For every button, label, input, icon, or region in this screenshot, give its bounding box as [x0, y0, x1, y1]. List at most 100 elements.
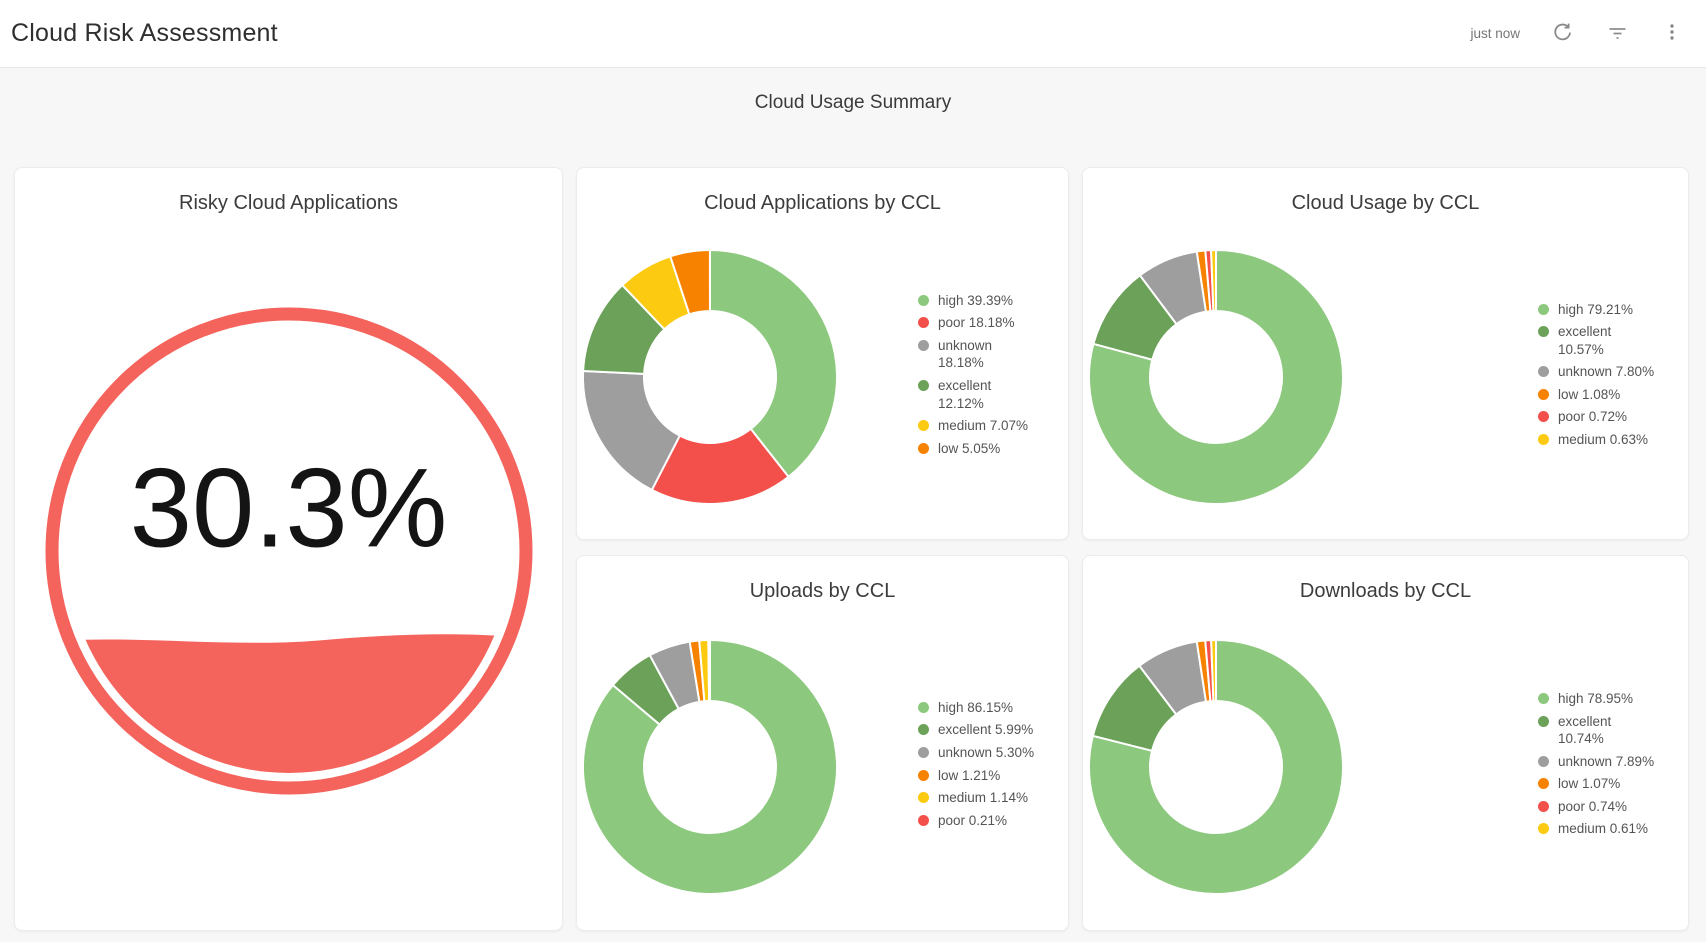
donut-slice-low[interactable]: [669, 249, 711, 316]
legend-item-high[interactable]: high 79.21%: [1538, 301, 1660, 319]
risk-gauge: 30.3%: [39, 301, 539, 801]
legend-label: excellent 10.74%: [1558, 713, 1612, 747]
legend-dot-high: [1538, 693, 1549, 705]
legend-label: high 78.95%: [1558, 691, 1634, 707]
legend-dot-high: [918, 294, 929, 306]
legend-label: poor 0.21%: [938, 812, 1008, 828]
legend-item-medium[interactable]: medium 0.61%: [1538, 820, 1660, 838]
donut-chart-cloud-applications: high 39.39% poor 18.18% unknown 18.18% exce…: [577, 215, 1068, 539]
legend-dot-high: [1538, 303, 1549, 315]
legend-label: unknown 7.80%: [1558, 364, 1655, 380]
gauge-chart: [45, 307, 532, 795]
legend-item-high[interactable]: high 86.15%: [918, 699, 1040, 717]
donut-chart: [582, 249, 838, 505]
legend-item-high[interactable]: high 39.39%: [918, 292, 1040, 310]
gauge-value: 30.3%: [129, 445, 448, 571]
legend-item-excellent[interactable]: excellent 12.12%: [918, 377, 1040, 412]
legend-label: excellent 5.99%: [938, 722, 1034, 738]
gauge-ring: [45, 307, 532, 795]
legend-dot-excellent: [918, 380, 929, 391]
legend-dot-poor: [918, 814, 929, 826]
legend-label: unknown 7.89%: [1558, 753, 1655, 769]
donut-slice-high[interactable]: [582, 638, 838, 895]
card-title: Downloads by CCL: [1299, 580, 1472, 602]
more-menu-button[interactable]: [1660, 20, 1684, 47]
chart-legend: high 86.15% excellent 5.99% unknown 5.30% l…: [918, 699, 1040, 834]
legend-item-medium[interactable]: medium 1.14%: [918, 789, 1040, 807]
legend-item-poor[interactable]: poor 0.72%: [1538, 408, 1660, 426]
donut-slice-high[interactable]: [1088, 249, 1344, 505]
donut-chart: [1088, 638, 1344, 895]
legend-item-medium[interactable]: medium 0.63%: [1538, 431, 1660, 449]
legend-label: low 5.05%: [938, 440, 1001, 456]
legend-label: low 1.07%: [1558, 776, 1621, 792]
legend-label: poor 0.72%: [1558, 409, 1628, 425]
legend-item-poor[interactable]: poor 0.21%: [918, 812, 1040, 830]
legend-item-low[interactable]: low 1.08%: [1538, 386, 1660, 404]
page-title: Cloud Risk Assessment: [11, 19, 278, 47]
card-title: Cloud Applications by CCL: [704, 192, 941, 214]
chart-legend: high 78.95% excellent 10.74% unknown 7.89%…: [1538, 690, 1660, 843]
donut-slice-high[interactable]: [709, 249, 838, 478]
donut-slice-poor[interactable]: [707, 638, 711, 702]
header: Cloud Risk Assessment just now: [0, 0, 1706, 68]
legend-item-excellent[interactable]: excellent 10.74%: [1538, 713, 1660, 748]
legend-dot-low: [918, 769, 929, 781]
legend-item-poor[interactable]: poor 0.74%: [1538, 798, 1660, 816]
legend-dot-excellent: [1538, 326, 1549, 338]
legend-item-poor[interactable]: poor 18.18%: [918, 314, 1040, 332]
legend-item-unknown[interactable]: unknown 7.89%: [1538, 753, 1660, 771]
legend-item-unknown[interactable]: unknown 5.30%: [918, 744, 1040, 762]
legend-item-excellent[interactable]: excellent 10.57%: [1538, 323, 1660, 358]
donut-chart-downloads: high 78.95% excellent 10.74% unknown 7.89%…: [1083, 603, 1688, 930]
legend-item-medium[interactable]: medium 7.07%: [918, 417, 1040, 435]
donut-chart: [582, 638, 838, 895]
legend-dot-medium: [1538, 433, 1549, 445]
donut-slice-high[interactable]: [1088, 638, 1344, 895]
legend-item-unknown[interactable]: unknown 18.18%: [918, 337, 1040, 372]
filter-icon: [1607, 22, 1628, 46]
legend-dot-medium: [918, 792, 929, 804]
last-refreshed-label: just now: [1470, 26, 1520, 41]
card-cloud-usage-by-ccl: Cloud Usage by CCL high 79.21% excellent …: [1082, 167, 1689, 540]
legend-dot-poor: [1538, 411, 1549, 423]
kebab-menu-icon: [1662, 22, 1682, 45]
donut-slice-medium[interactable]: [1210, 249, 1217, 313]
legend-dot-poor: [918, 317, 929, 329]
legend-dot-excellent: [918, 724, 929, 736]
card-title: Risky Cloud Applications: [179, 192, 398, 214]
legend-dot-low: [918, 442, 929, 454]
legend-label: low 1.21%: [938, 767, 1001, 783]
card-risky-cloud-applications: Risky Cloud Applications 30.3%: [14, 167, 563, 931]
refresh-button[interactable]: [1550, 20, 1575, 48]
legend-label: poor 0.74%: [1558, 798, 1628, 814]
legend-item-low[interactable]: low 1.21%: [918, 767, 1040, 785]
legend-item-low[interactable]: low 5.05%: [918, 440, 1040, 458]
card-title: Cloud Usage by CCL: [1291, 192, 1480, 214]
legend-label: excellent 10.57%: [1558, 324, 1612, 357]
legend-dot-excellent: [1538, 715, 1549, 727]
legend-dot-poor: [1538, 800, 1549, 812]
card-downloads-by-ccl: Downloads by CCL high 78.95% excellent 10…: [1082, 555, 1689, 931]
section-title: Cloud Usage Summary: [754, 92, 952, 113]
legend-dot-medium: [918, 420, 929, 432]
legend-item-low[interactable]: low 1.07%: [1538, 775, 1660, 793]
card-uploads-by-ccl: Uploads by CCL high 86.15% excellent 5.99…: [576, 555, 1069, 931]
legend-label: medium 7.07%: [938, 418, 1029, 434]
filter-button[interactable]: [1605, 20, 1630, 48]
legend-label: high 86.15%: [938, 699, 1014, 715]
donut-chart-uploads: high 86.15% excellent 5.99% unknown 5.30% l…: [577, 603, 1068, 930]
legend-label: poor 18.18%: [938, 315, 1015, 331]
legend-label: high 79.21%: [1558, 301, 1634, 317]
legend-label: unknown 18.18%: [938, 337, 993, 371]
donut-chart-cloud-usage: high 79.21% excellent 10.57% unknown 7.80%…: [1083, 215, 1688, 539]
legend-dot-low: [1538, 778, 1549, 790]
legend-item-unknown[interactable]: unknown 7.80%: [1538, 363, 1660, 381]
donut-slice-medium[interactable]: [1210, 638, 1217, 702]
legend-item-high[interactable]: high 78.95%: [1538, 690, 1660, 708]
card-cloud-applications-by-ccl: Cloud Applications by CCL high 39.39% poo…: [576, 167, 1069, 540]
legend-item-excellent[interactable]: excellent 5.99%: [918, 721, 1040, 739]
legend-label: medium 0.63%: [1558, 431, 1649, 447]
legend-dot-low: [1538, 388, 1549, 400]
legend-label: high 39.39%: [938, 292, 1014, 308]
